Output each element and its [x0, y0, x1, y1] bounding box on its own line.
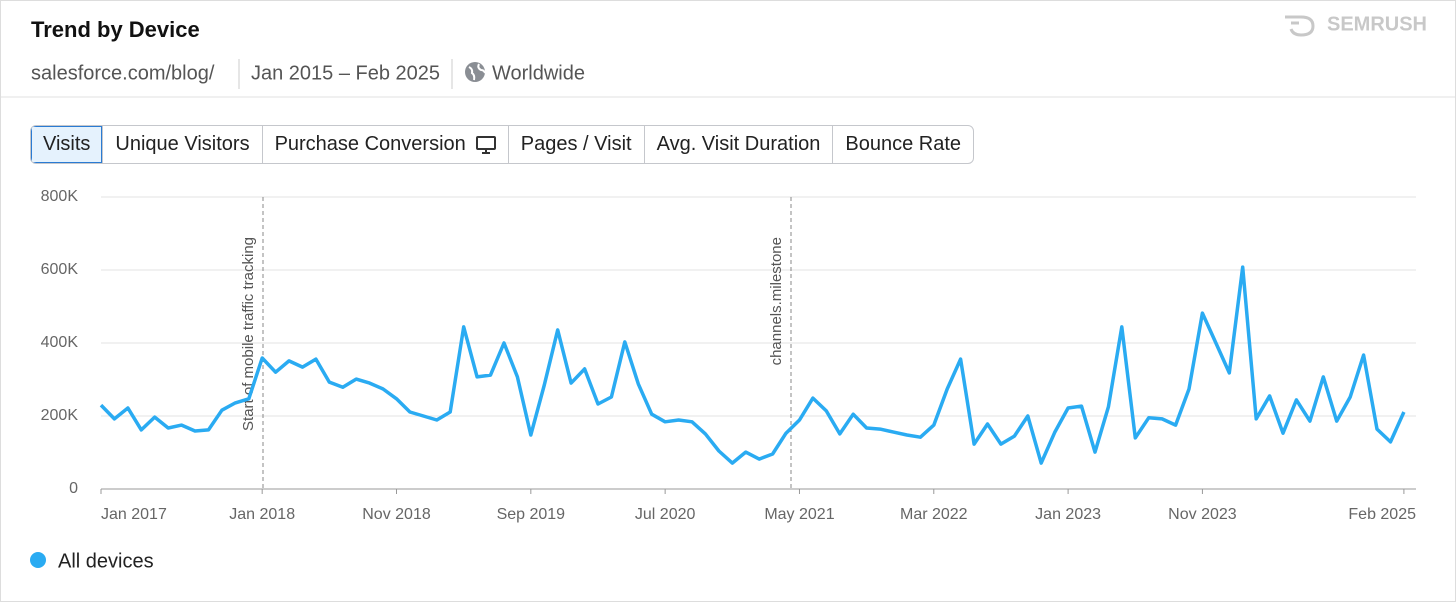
region: Worldwide [492, 62, 585, 84]
y-tick-label: 800K [41, 188, 79, 205]
globe-icon [465, 62, 486, 82]
tab[interactable]: Bounce Rate [832, 126, 973, 163]
tabs: Visits Unique Visitors Purchase Conversion… [30, 125, 975, 164]
tab-label: Visits [43, 133, 91, 155]
brand: SEMRUSH [1327, 13, 1427, 35]
x-tick-label: Sep 2019 [497, 506, 566, 523]
x-tick-label: Feb 2025 [1348, 506, 1416, 523]
y-tick-label: 0 [69, 480, 78, 497]
tab-label: Unique Visitors [115, 133, 250, 155]
y-tick-label: 400K [41, 334, 79, 351]
x-tick-label: May 2021 [764, 506, 834, 523]
tab-label: Bounce Rate [845, 133, 962, 155]
series-line [99, 265, 1406, 465]
x-tick-label: Jan 2023 [1035, 506, 1101, 523]
title: Trend by Device [31, 17, 200, 42]
legend-swatch [30, 552, 46, 568]
tab[interactable]: Pages / Visit [507, 126, 644, 163]
x-tick-label: Mar 2022 [900, 506, 968, 523]
x-tick-label: Nov 2023 [1168, 506, 1237, 523]
tab[interactable]: Visits [31, 126, 103, 163]
desktop-icon [475, 135, 496, 154]
legend-label[interactable]: All devices [58, 550, 154, 572]
tab-label: Pages / Visit [520, 133, 632, 155]
brand-icon [1285, 15, 1315, 37]
y-tick-label: 200K [41, 407, 79, 424]
tab[interactable]: Unique Visitors [102, 126, 261, 163]
x-tick-label: Jul 2020 [635, 506, 696, 523]
y-tick-label: 600K [41, 261, 79, 278]
tab[interactable]: Avg. Visit Duration [643, 126, 833, 163]
x-tick-label: Jan 2017 [101, 506, 167, 523]
x-tick-label: Nov 2018 [362, 506, 431, 523]
domain: salesforce.com/blog/ [31, 62, 215, 84]
tab-label: Avg. Visit Duration [656, 133, 821, 155]
tab-label: Purchase Conversion [274, 133, 466, 155]
period: Jan 2015 – Feb 2025 [251, 62, 440, 84]
x-tick-label: Jan 2018 [229, 506, 295, 523]
annotation-label: channels.milestone [768, 237, 785, 365]
tab[interactable]: Purchase Conversion [261, 126, 508, 163]
